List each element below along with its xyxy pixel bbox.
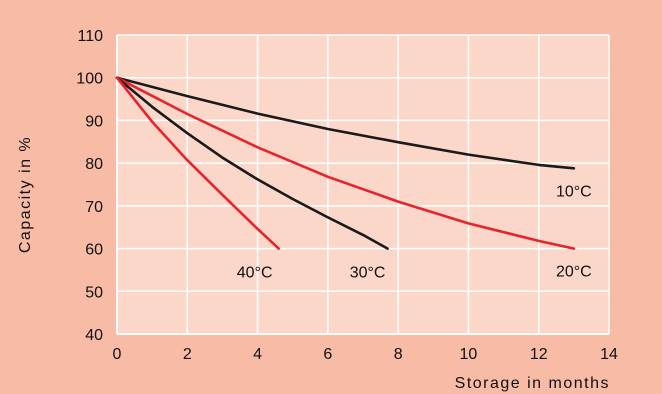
- series-label: 30°C: [350, 265, 386, 282]
- series-label: 40°C: [237, 265, 273, 282]
- y-tick-label: 70: [85, 199, 103, 216]
- series-labels: 10°C 20°C 30°C 40°C: [237, 183, 592, 281]
- x-tick-label: 4: [253, 346, 262, 363]
- y-tick-label: 110: [77, 28, 103, 45]
- series-line: [115, 76, 389, 250]
- y-tick-label: 60: [85, 242, 103, 259]
- x-tick-label: 14: [600, 346, 618, 363]
- y-tick-label: 100: [76, 71, 103, 88]
- x-tick-label: 10: [460, 346, 478, 363]
- axes: [116, 35, 609, 335]
- y-tick-label: 80: [85, 156, 103, 173]
- plot-area: [117, 35, 609, 334]
- series-line: [115, 76, 280, 250]
- y-tick-label: 90: [85, 113, 103, 130]
- y-axis-label: Capacity in %: [17, 136, 34, 253]
- x-axis-label: Storage in months: [455, 375, 610, 392]
- x-tick-label: 2: [183, 346, 192, 363]
- tick-labels: 0 2 4 6 8 10 12 14 40 50 60 70 80 90 100 110: [76, 28, 618, 363]
- x-tick-label: 12: [530, 346, 548, 363]
- x-tick-label: 8: [394, 346, 403, 363]
- series-label: 10°C: [556, 183, 592, 200]
- series-line: [115, 76, 576, 170]
- y-tick-label: 40: [85, 327, 103, 344]
- x-tick-label: 6: [323, 346, 332, 363]
- y-tick-label: 50: [85, 284, 103, 301]
- series-lines: [115, 76, 576, 250]
- series-line: [115, 76, 576, 250]
- x-tick-label: 0: [113, 346, 122, 363]
- series-label: 20°C: [556, 264, 592, 281]
